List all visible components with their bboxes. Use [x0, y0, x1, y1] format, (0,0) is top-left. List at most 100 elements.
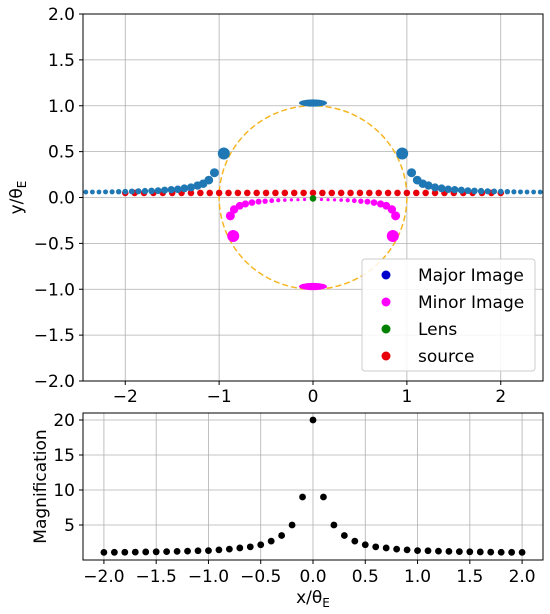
top-y-tick-label: −2.0 [34, 372, 75, 392]
minor-image-point-large [386, 230, 399, 243]
magnification-point [121, 548, 129, 556]
bottom-y-tick-label: 15 [53, 446, 75, 466]
magnification-point [142, 548, 150, 556]
major-image-point [457, 186, 465, 194]
source-point [309, 189, 317, 197]
minor-image-point [319, 197, 324, 202]
source-point [290, 189, 298, 197]
source-point [272, 189, 279, 197]
major-image-point [437, 184, 446, 193]
magnification-point [278, 532, 286, 539]
source-point [366, 189, 373, 197]
major-image-point-large [396, 147, 409, 160]
major-image-point [518, 189, 523, 195]
source-point [422, 189, 429, 197]
magnification-point [372, 543, 380, 551]
bottom-y-ticks: 5 10 15 20 [53, 411, 83, 536]
minor-image-point [241, 200, 250, 208]
magnification-point [299, 493, 306, 501]
major-image-point [180, 184, 189, 193]
source-point [262, 189, 270, 197]
bottom-y-axis-label: Magnification [31, 429, 51, 543]
magnification-point [152, 548, 160, 556]
top-y-tick-label: −0.5 [34, 234, 75, 254]
bottom-x-tick-label: −1.5 [136, 567, 177, 587]
major-image-point [444, 185, 452, 194]
magnification-point [403, 546, 411, 554]
legend-marker [381, 297, 391, 307]
source-point [337, 189, 345, 197]
bottom-x-ticks: −2.0 −1.5 −1.0 −0.5 0.0 0.5 1.0 1.5 2.0 [83, 560, 536, 587]
top-x-tick-label: −1 [207, 387, 232, 407]
magnification-point [288, 521, 296, 529]
magnification-point [466, 548, 474, 556]
bottom-marks [100, 416, 526, 556]
magnification-point [330, 521, 338, 529]
major-image-point [209, 168, 219, 178]
minor-image-point [283, 198, 287, 202]
minor-image-point [269, 198, 275, 204]
major-image-point [109, 189, 115, 195]
major-image-point [511, 189, 517, 195]
major-image-point [128, 188, 135, 195]
minor-image-point [302, 197, 307, 202]
minor-image-point [345, 198, 350, 203]
major-image-point [407, 168, 417, 178]
magnification-point [215, 546, 223, 554]
magnification-point [100, 548, 108, 556]
legend-label: Major Image [418, 266, 524, 286]
minor-image-point [364, 198, 371, 205]
top-x-tick-label: −2 [113, 387, 138, 407]
bottom-x-tick-label: −2.0 [83, 567, 124, 587]
legend-box [361, 258, 536, 372]
bottom-x-tick-label: 1.5 [456, 567, 483, 587]
minor-image-point [296, 198, 300, 202]
source-point [412, 189, 420, 197]
minor-image-point [276, 198, 281, 203]
magnification-point [131, 548, 139, 556]
magnification-point [476, 548, 484, 556]
source-point [300, 189, 307, 197]
top-y-tick-label: −1.5 [34, 326, 75, 346]
source-point [394, 189, 401, 197]
source-point [347, 189, 354, 197]
magnification-point [309, 416, 317, 424]
major-image-point [103, 189, 108, 195]
magnification-point [435, 547, 442, 555]
minor-image-point [255, 198, 262, 205]
top-y-tick-label: 2.0 [48, 5, 75, 25]
minor-image-point [382, 201, 391, 210]
major-image-point [167, 186, 175, 194]
major-image-point [115, 189, 122, 195]
major-image-point [154, 187, 162, 195]
minor-image-point [339, 198, 343, 202]
legend-marker [381, 351, 391, 361]
source-point [281, 189, 289, 197]
major-image-point [89, 189, 95, 195]
bottom-y-tick-label: 10 [53, 481, 75, 501]
major-image-point [424, 181, 433, 190]
minor-image-point [391, 211, 401, 221]
major-image-point [431, 183, 440, 192]
source-point [206, 189, 214, 197]
top-x-tick-label: 2 [495, 387, 506, 407]
minor-image-point [262, 198, 268, 204]
major-image-point [531, 189, 537, 195]
major-image-point [122, 188, 129, 195]
magnification-point [455, 548, 463, 555]
major-image-point [141, 187, 149, 195]
magnification-point [508, 548, 516, 556]
legend-marker [381, 270, 391, 280]
top-y-tick-label: 1.0 [48, 97, 75, 117]
magnification-point [393, 545, 401, 553]
magnification-point [110, 548, 118, 556]
bottom-x-tick-label: −1.0 [188, 567, 229, 587]
minor-image-point [358, 198, 364, 204]
magnification-point [382, 544, 390, 552]
top-x-ticks: −2 −1 0 1 2 [113, 381, 506, 407]
major-image-point [484, 188, 491, 195]
minor-image-point [326, 198, 330, 202]
minor-image-point [289, 198, 294, 202]
source-point [253, 189, 260, 197]
